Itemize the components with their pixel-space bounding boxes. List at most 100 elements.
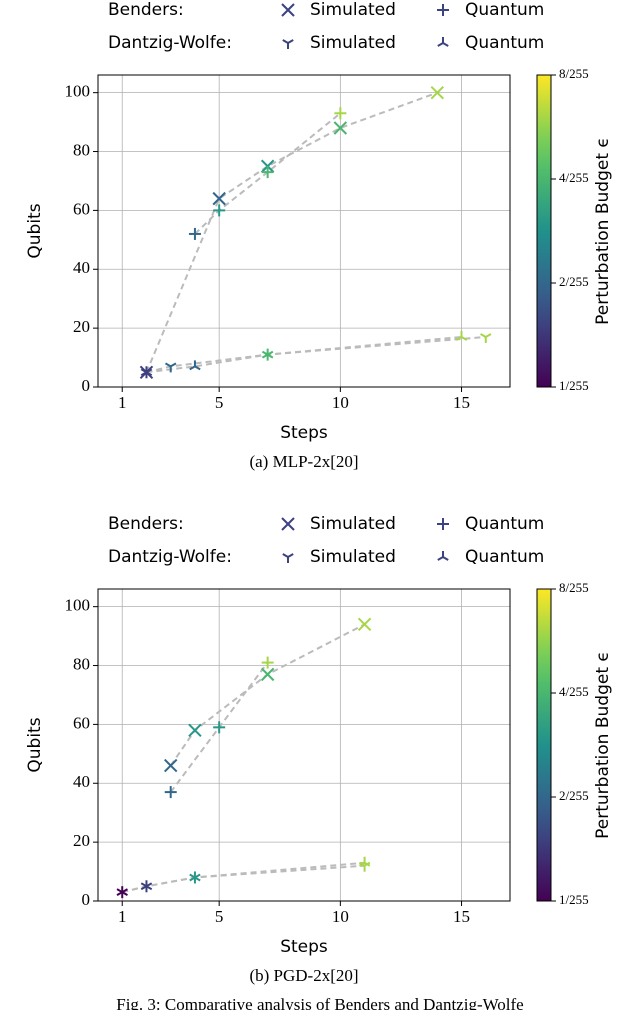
marker-stroke bbox=[437, 556, 444, 561]
marker-stroke bbox=[333, 121, 348, 135]
data-point bbox=[430, 85, 445, 100]
colorbar-tick-label: 8/255 bbox=[559, 580, 589, 595]
data-point bbox=[213, 721, 226, 734]
colorbar bbox=[536, 74, 552, 388]
marker-stroke bbox=[189, 876, 196, 882]
y-tick-label: 20 bbox=[73, 831, 90, 850]
legend-marker bbox=[437, 518, 449, 530]
legend-group: Dantzig-Wolfe: bbox=[108, 33, 232, 53]
marker-stroke bbox=[442, 42, 449, 47]
data-point bbox=[164, 362, 177, 373]
marker-stroke bbox=[188, 723, 202, 737]
marker-stroke bbox=[170, 362, 177, 368]
data-point bbox=[189, 360, 201, 371]
marker-stroke bbox=[437, 42, 444, 47]
colorbar-label: Perturbation Budget ϵ bbox=[593, 137, 613, 325]
x-tick-label: 1 bbox=[118, 393, 127, 412]
legend-marker bbox=[281, 517, 295, 531]
data-point bbox=[163, 758, 178, 773]
marker-stroke bbox=[364, 861, 371, 867]
colorbar-tick-label: 4/255 bbox=[559, 170, 589, 185]
marker-stroke bbox=[260, 667, 275, 682]
data-point bbox=[358, 856, 371, 867]
marker-stroke bbox=[189, 365, 196, 371]
colorbar-label: Perturbation Budget ϵ bbox=[593, 651, 613, 839]
legend-label: Quantum bbox=[465, 0, 544, 20]
colorbar-tick-label: 8/255 bbox=[559, 66, 589, 81]
data-point bbox=[480, 333, 492, 343]
marker-stroke bbox=[116, 891, 123, 897]
colorbar-tick-label: 4/255 bbox=[559, 684, 589, 699]
marker-stroke bbox=[282, 39, 289, 44]
y-tick-label: 80 bbox=[73, 654, 90, 673]
legend-label: Quantum bbox=[465, 547, 544, 567]
data-point bbox=[334, 107, 347, 120]
legend-marker bbox=[282, 553, 294, 563]
data-point bbox=[260, 667, 275, 682]
data-point bbox=[213, 204, 226, 217]
y-tick-label: 40 bbox=[73, 258, 90, 277]
colorbar-tick-label: 1/255 bbox=[559, 892, 589, 907]
data-point bbox=[261, 656, 274, 669]
data-point bbox=[188, 227, 201, 240]
y-tick-label: 100 bbox=[65, 82, 91, 101]
marker-stroke bbox=[145, 885, 153, 891]
legend-label: Quantum bbox=[465, 33, 544, 53]
marker-stroke bbox=[267, 353, 274, 359]
legend-marker bbox=[281, 3, 295, 17]
legend-marker bbox=[437, 37, 449, 47]
x-tick-label: 1 bbox=[118, 907, 127, 926]
data-point bbox=[164, 786, 177, 799]
y-tick-label: 80 bbox=[73, 140, 90, 159]
legend-label: Quantum bbox=[465, 514, 544, 534]
data-point bbox=[212, 191, 226, 206]
marker-stroke bbox=[485, 333, 492, 338]
legend-label: Simulated bbox=[310, 0, 396, 20]
y-tick-label: 100 bbox=[65, 596, 91, 615]
data-point bbox=[261, 348, 274, 359]
data-point bbox=[189, 871, 201, 882]
marker-stroke bbox=[281, 3, 295, 17]
marker-stroke bbox=[261, 353, 269, 359]
marker-stroke bbox=[358, 861, 366, 867]
marker-stroke bbox=[121, 891, 128, 897]
marker-stroke bbox=[455, 336, 463, 341]
series-line bbox=[121, 861, 365, 894]
legend-group: Benders: bbox=[108, 514, 184, 534]
x-tick-label: 15 bbox=[453, 393, 470, 412]
marker-stroke bbox=[357, 617, 372, 632]
marker-stroke bbox=[140, 885, 147, 891]
y-tick-label: 0 bbox=[82, 890, 91, 909]
x-tick-label: 10 bbox=[332, 907, 349, 926]
plot-frame bbox=[97, 588, 511, 902]
legend-group: Benders: bbox=[108, 0, 184, 20]
series-line bbox=[121, 864, 365, 894]
x-axis-label: Steps bbox=[280, 423, 328, 443]
x-axis-label: Steps bbox=[280, 937, 328, 957]
data-point bbox=[116, 886, 128, 897]
marker-stroke bbox=[480, 333, 487, 338]
colorbar-tick-label: 2/255 bbox=[559, 788, 589, 803]
marker-stroke bbox=[287, 553, 294, 558]
marker-stroke bbox=[194, 876, 201, 882]
y-tick-label: 40 bbox=[73, 772, 90, 791]
y-tick-label: 60 bbox=[73, 713, 90, 732]
series-line bbox=[146, 335, 486, 374]
marker-stroke bbox=[461, 336, 468, 341]
legend-marker bbox=[437, 4, 449, 16]
colorbar-tick-label: 1/255 bbox=[559, 378, 589, 393]
data-point bbox=[188, 723, 202, 737]
legend-marker bbox=[282, 39, 294, 49]
legend-label: Simulated bbox=[310, 33, 396, 53]
legend-label: Simulated bbox=[310, 547, 396, 567]
marker-stroke bbox=[442, 556, 449, 561]
caption: (b) PGD-2x[20] bbox=[249, 966, 358, 985]
y-tick-label: 0 bbox=[82, 376, 91, 395]
data-point bbox=[357, 617, 372, 632]
marker-stroke bbox=[164, 362, 172, 368]
y-tick-label: 20 bbox=[73, 317, 90, 336]
